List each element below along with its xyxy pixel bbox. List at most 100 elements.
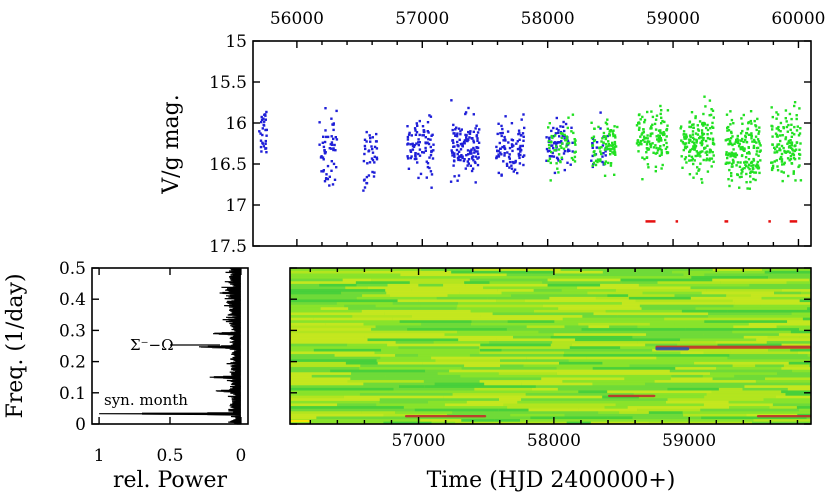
point-g-4-95 [740,117,743,120]
point-V-3-58 [429,154,433,157]
heatmap-cell-13-8 [742,387,788,391]
point-V-2-13 [365,140,368,143]
heatmap-cell-49-7 [628,294,675,297]
point-g-4-1 [750,164,753,167]
point-V-5-37 [522,135,525,138]
point-g-1-36 [601,137,604,140]
point-V-5-87 [519,150,522,153]
heatmap-cell-14-5 [718,385,745,388]
point-V-1-33 [330,169,333,172]
point-g-5-113 [793,144,796,148]
point-g-4-116 [727,138,730,141]
point-g-0-23 [557,153,561,156]
heatmap-cell-17-3 [541,377,625,381]
point-V-4-75 [467,162,470,165]
point-g-1-90 [609,149,612,153]
point-g-3-139 [688,159,691,162]
heatmap-cell-17-4 [624,377,671,381]
point-g-4-43 [752,177,755,181]
point-V-1-46 [330,147,333,150]
heatmap-cell-27-0 [290,351,375,355]
heatmap-cell-27-3 [564,351,657,355]
point-g-1-41 [616,125,619,129]
point-V-3-85 [425,141,429,145]
point-V-7-1 [595,146,598,149]
point-g-2-104 [646,147,649,150]
heatmap-cell-24-7 [716,359,811,362]
point-g-0-10 [553,149,556,152]
point-g-2-123 [646,141,649,144]
heatmap-cell-4-1 [361,411,396,414]
point-V-5-81 [500,134,503,138]
point-g-2-11 [652,146,656,149]
heatmap-cell-6-6 [769,405,797,409]
point-g-3-127 [689,148,692,152]
point-g-5-26 [782,146,785,150]
point-g-1-43 [613,140,617,144]
point-g-4-134 [756,117,759,121]
point-V-4-59 [457,158,460,162]
point-g-1-85 [592,139,596,143]
heatmap-cell-12-2 [466,390,579,394]
point-g-2-117 [660,151,663,154]
heatmap-cell-31-2 [433,340,490,344]
point-g-4-5 [751,140,754,143]
point-g-3-91 [694,146,697,149]
lightcurve-panel: 56000 57000 58000 59000 60000 1515.51616.517… [159,9,826,257]
point-g-3-70 [685,137,688,140]
point-g-3-79 [688,173,692,176]
point-g-3-161 [692,162,695,166]
point-V-4-76 [453,155,456,158]
power-spectrum-x-ticks: 1 0.5 0 [94,268,246,466]
heatmap-cell-12-4 [607,390,712,394]
heatmap-cell-11-0 [290,392,360,396]
point-V-3-49 [422,130,426,134]
heatmap-cell-4-0 [290,411,362,414]
heatmap-cell-55-6 [712,278,810,282]
point-V-6-4 [555,116,558,120]
ps-ytick-label-2: 0.2 [59,353,86,373]
point-V-4-116 [452,141,455,145]
point-V-3-20 [417,138,420,141]
heatmap-cell-32-5 [680,338,757,342]
point-g-2-97 [660,149,663,152]
point-g-5-76 [793,133,796,136]
point-g-4-183 [750,161,753,164]
point-V-5-31 [514,159,517,163]
point-V-5-4 [521,132,525,135]
point-g-5-105 [781,179,784,183]
heatmap-cell-55-0 [290,278,343,282]
point-g-3-103 [694,132,698,135]
point-g-4-57 [743,161,746,164]
heatmap-cell-49-9 [726,294,751,297]
point-V-6-14 [571,150,574,153]
heatmap-cell-9-6 [667,398,764,401]
point-V-6-8 [548,149,551,152]
point-g-4-108 [748,167,751,171]
heatmap-cell-9-0 [290,398,380,401]
heatmap-cell-6-7 [796,405,811,409]
point-g-5-35 [798,107,801,110]
point-V-4-96 [471,167,475,170]
point-V-4-21 [457,150,461,153]
point-g-3-133 [695,141,698,144]
point-V-5-86 [521,155,525,158]
point-g-4-149 [745,165,748,168]
heatmap-cell-42-3 [593,312,709,316]
point-g-4-103 [736,161,740,164]
point-V-5-39 [497,122,500,125]
heatmap-cell-2-0 [290,416,317,420]
point-g-4-128 [728,184,731,188]
point-g-2-23 [635,124,639,127]
point-V-3-44 [431,157,435,160]
point-g-0-37 [566,136,569,140]
point-g-4-199 [759,144,762,147]
point-V-6-5 [552,155,556,158]
point-g-1-30 [613,125,616,128]
point-V-4-77 [453,132,456,135]
point-g-4-132 [729,110,732,113]
lc-ytick-label-5: 17.5 [209,237,247,257]
heatmap-cell-27-2 [479,351,565,355]
point-V-7-10 [599,127,602,130]
point-g-4-190 [755,166,758,169]
